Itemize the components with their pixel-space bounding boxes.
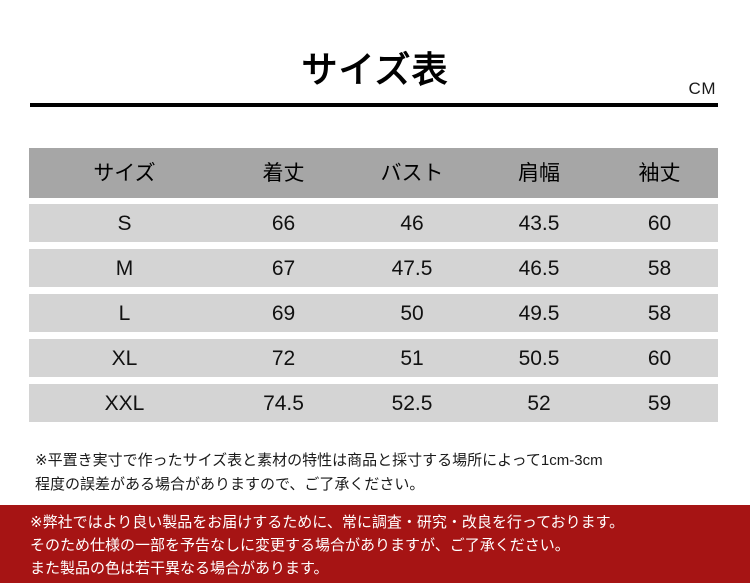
cell-size: XXL bbox=[104, 391, 145, 415]
disclaimer-line-1: ※弊社ではより良い製品をお届けするために、常に調査・研究・改良を行っております。 bbox=[30, 514, 625, 531]
cell-bust: 50 bbox=[400, 301, 424, 325]
cell-length: 72 bbox=[271, 346, 296, 370]
column-header-bust: バスト bbox=[380, 161, 444, 185]
size-table: サイズ 着丈 バスト 肩幅 袖丈 S 66 46 43.5 60 M 67 47… bbox=[29, 148, 718, 422]
disclaimer-text: ※弊社ではより良い製品をお届けするために、常に調査・研究・改良を行っております。… bbox=[30, 511, 740, 580]
column-header-size: サイズ bbox=[93, 161, 156, 185]
disclaimer-line-2: そのため仕様の一部を予告なしに変更する場合がありますが、ご了承ください。 bbox=[30, 537, 570, 554]
cell-size: S bbox=[117, 211, 132, 235]
measurement-note: ※平置き実寸で作ったサイズ表と素材の特性は商品と採寸する場所によって1cm-3c… bbox=[35, 449, 725, 497]
column-header-sleeve: 袖丈 bbox=[638, 161, 681, 185]
table-row: M 67 47.5 46.5 58 bbox=[29, 249, 718, 287]
cell-size: XL bbox=[111, 346, 138, 370]
cell-shoulder: 52 bbox=[527, 391, 551, 415]
disclaimer-line-3: また製品の色は若干異なる場合があります。 bbox=[30, 560, 329, 577]
table-header-row: サイズ 着丈 バスト 肩幅 袖丈 bbox=[29, 148, 718, 198]
unit-label: CM bbox=[688, 79, 716, 98]
cell-sleeve: 60 bbox=[647, 211, 672, 235]
cell-shoulder: 46.5 bbox=[518, 256, 560, 280]
cell-size: M bbox=[115, 256, 134, 280]
cell-shoulder: 43.5 bbox=[518, 211, 560, 235]
cell-bust: 51 bbox=[400, 346, 424, 370]
cell-bust: 52.5 bbox=[391, 391, 433, 415]
measurement-note-line-2: 程度の誤差がある場合がありますので、ご了承ください。 bbox=[35, 476, 425, 493]
table-row: L 69 50 49.5 58 bbox=[29, 294, 718, 332]
title-area: サイズ表 CM bbox=[0, 0, 750, 108]
cell-length: 67 bbox=[271, 256, 296, 280]
title-divider bbox=[30, 103, 718, 107]
column-header-shoulder: 肩幅 bbox=[518, 161, 560, 185]
cell-shoulder: 50.5 bbox=[518, 346, 560, 370]
table-row: S 66 46 43.5 60 bbox=[29, 204, 718, 242]
cell-sleeve: 58 bbox=[647, 301, 672, 325]
cell-shoulder: 49.5 bbox=[518, 301, 560, 325]
cell-sleeve: 60 bbox=[647, 346, 672, 370]
cell-bust: 46 bbox=[400, 211, 424, 235]
table-row: XL 72 51 50.5 60 bbox=[29, 339, 718, 377]
table-row: XXL 74.5 52.5 52 59 bbox=[29, 384, 718, 422]
disclaimer-banner: ※弊社ではより良い製品をお届けするために、常に調査・研究・改良を行っております。… bbox=[0, 505, 750, 583]
cell-length: 74.5 bbox=[263, 391, 304, 415]
column-header-length: 着丈 bbox=[262, 161, 305, 185]
page-title: サイズ表 bbox=[301, 49, 449, 90]
cell-size: L bbox=[118, 301, 131, 325]
cell-length: 66 bbox=[271, 211, 296, 235]
cell-sleeve: 58 bbox=[647, 256, 672, 280]
cell-length: 69 bbox=[271, 301, 296, 325]
cell-bust: 47.5 bbox=[391, 256, 433, 280]
cell-sleeve: 59 bbox=[647, 391, 672, 415]
measurement-note-line-1: ※平置き実寸で作ったサイズ表と素材の特性は商品と採寸する場所によって1cm-3c… bbox=[35, 452, 603, 469]
